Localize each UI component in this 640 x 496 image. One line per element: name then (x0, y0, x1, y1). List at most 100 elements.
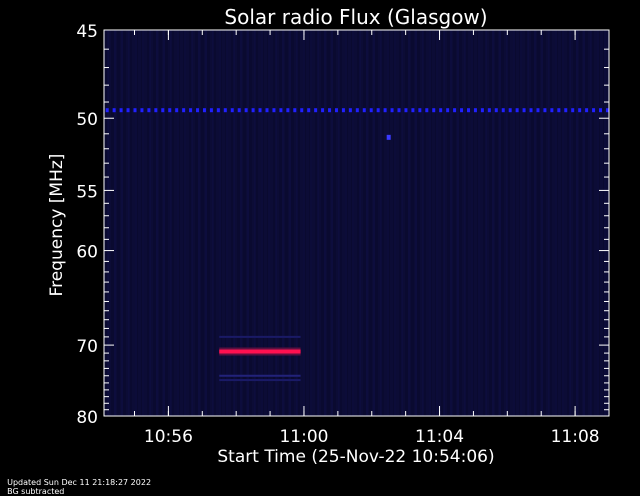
noise-stripe (296, 30, 298, 416)
noise-stripe (317, 30, 319, 416)
dotted-band-mark (223, 108, 227, 113)
dotted-band-mark (154, 108, 158, 113)
noise-stripe (555, 30, 557, 416)
dotted-band-mark (112, 108, 116, 113)
noise-stripe (548, 30, 550, 416)
noise-stripe (233, 30, 235, 416)
noise-stripe (429, 30, 431, 416)
dotted-band-mark (446, 108, 450, 113)
noise-stripe (436, 30, 438, 416)
chart-title: Solar radio Flux (Glasgow) (224, 5, 487, 29)
noise-stripe (254, 30, 256, 416)
dotted-band-mark (133, 108, 137, 113)
x-axis-label: Start Time (25-Nov-22 10:54:06) (217, 447, 494, 467)
dotted-band-mark (376, 108, 380, 113)
dotted-band-mark (286, 108, 290, 113)
noise-stripe (604, 30, 606, 416)
dotted-band-mark (140, 108, 144, 113)
dotted-band-mark (369, 108, 373, 113)
noise-stripe (443, 30, 445, 416)
noise-stripe (513, 30, 515, 416)
dotted-band-mark (599, 108, 603, 113)
dotted-band-mark (480, 108, 484, 113)
noise-stripe (149, 30, 151, 416)
noise-stripe (240, 30, 242, 416)
dotted-band-mark (279, 108, 283, 113)
x-tick-label: 11:04 (415, 427, 464, 447)
dotted-band-mark (189, 108, 193, 113)
dotted-band-mark (328, 108, 332, 113)
noise-stripe (485, 30, 487, 416)
dotted-band-mark (105, 108, 109, 113)
dotted-band-mark (147, 108, 151, 113)
dotted-band-mark (265, 108, 269, 113)
faint-line-upper (219, 335, 301, 338)
noise-stripe (205, 30, 207, 416)
noise-stripe (583, 30, 585, 416)
dotted-band-mark (397, 108, 401, 113)
noise-stripe (471, 30, 473, 416)
noise-stripe (506, 30, 508, 416)
x-tick-label: 10:56 (144, 427, 193, 447)
noise-stripe (324, 30, 326, 416)
dotted-band-mark (383, 108, 387, 113)
dotted-band-mark (508, 108, 512, 113)
spectrogram-features (105, 30, 609, 416)
noise-stripe (303, 30, 305, 416)
spot-mark (386, 134, 391, 140)
dotted-band-mark (251, 108, 255, 113)
y-tick-label: 80 (76, 408, 98, 428)
noise-stripe (338, 30, 340, 416)
faint-line-lower2 (219, 379, 301, 382)
noise-stripe (191, 30, 193, 416)
noise-stripe (114, 30, 116, 416)
dotted-band-mark (307, 108, 311, 113)
plot-area (104, 30, 609, 416)
dotted-band-mark (258, 108, 262, 113)
axes: 45 50 55 60 70 80 10:56 11:00 11:04 11:08 (76, 22, 609, 447)
dotted-band-mark (439, 108, 443, 113)
y-tick-label: 70 (76, 337, 98, 357)
noise-stripe (352, 30, 354, 416)
dotted-band-mark (460, 108, 464, 113)
noise-stripe (527, 30, 529, 416)
noise-stripe (401, 30, 403, 416)
plot-frame (103, 29, 610, 417)
noise-stripe (520, 30, 522, 416)
noise-stripe (261, 30, 263, 416)
bright-line (219, 349, 301, 354)
dotted-band-mark (272, 108, 276, 113)
noise-stripe (534, 30, 536, 416)
dotted-band-mark (592, 108, 596, 113)
noise-stripe (135, 30, 137, 416)
noise-stripe (345, 30, 347, 416)
dotted-band-mark (321, 108, 325, 113)
dotted-band-mark (362, 108, 366, 113)
noise-stripe (219, 30, 221, 416)
noise-stripe (492, 30, 494, 416)
footer: Updated Sun Dec 11 21:18:27 2022 BG subt… (2, 469, 157, 496)
noise-stripe (366, 30, 368, 416)
noise-stripe (107, 30, 109, 416)
dotted-band-mark (578, 108, 582, 113)
noise-stripe (359, 30, 361, 416)
dotted-band-mark (293, 108, 297, 113)
y-tick-label: 45 (76, 22, 98, 42)
dotted-band-mark (196, 108, 200, 113)
dotted-band-mark (230, 108, 234, 113)
noise-stripe (541, 30, 543, 416)
background-note: BG subtracted (7, 487, 65, 496)
dotted-band-mark (355, 108, 359, 113)
updated-timestamp: Updated Sun Dec 11 21:18:27 2022 (7, 478, 152, 487)
dotted-band-mark (557, 108, 561, 113)
dotted-band-mark (404, 108, 408, 113)
noise-stripe (310, 30, 312, 416)
noise-stripe (121, 30, 123, 416)
dotted-band-mark (466, 108, 470, 113)
noise-stripe (464, 30, 466, 416)
noise-stripe (331, 30, 333, 416)
noise-stripe (142, 30, 144, 416)
noise-stripe (387, 30, 389, 416)
dotted-band-mark (411, 108, 415, 113)
dotted-band-mark (453, 108, 457, 113)
